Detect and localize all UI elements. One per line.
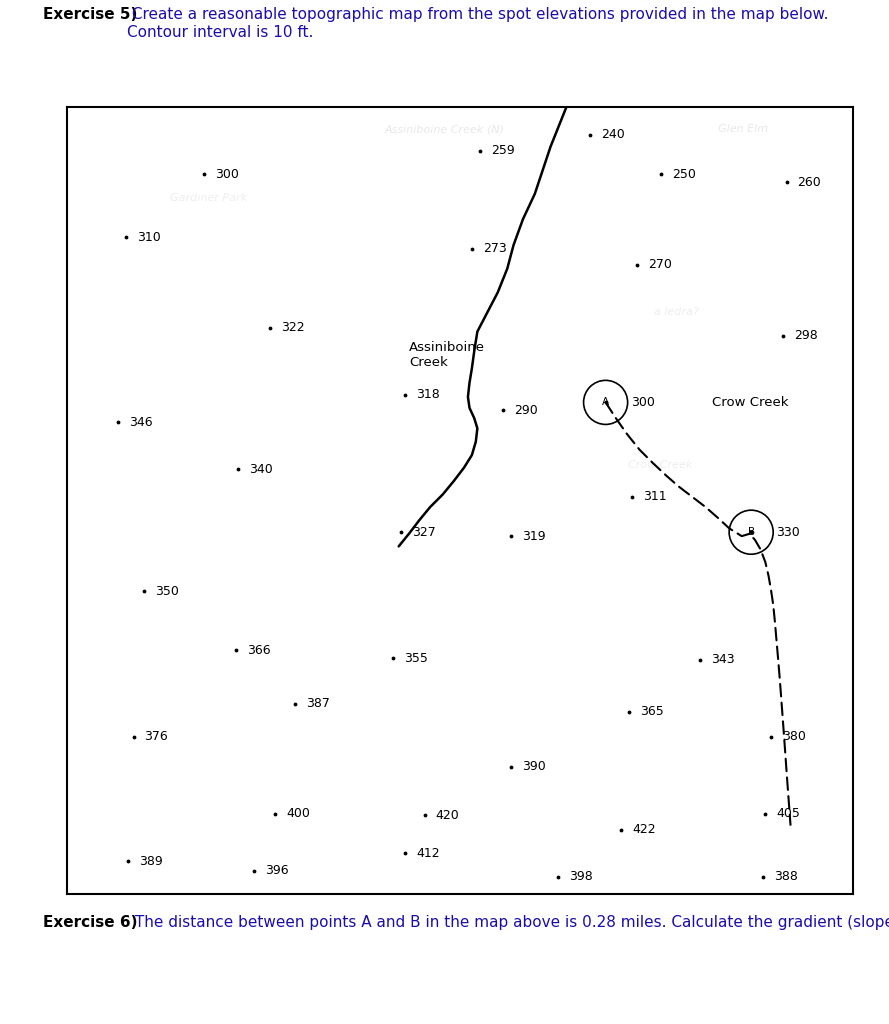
Text: 387: 387 xyxy=(306,697,330,711)
Text: 270: 270 xyxy=(648,258,672,271)
Text: Exercise 6): Exercise 6) xyxy=(43,915,137,930)
Text: 273: 273 xyxy=(483,243,507,255)
Text: 343: 343 xyxy=(711,653,734,667)
Text: 405: 405 xyxy=(776,807,800,820)
Text: 330: 330 xyxy=(776,525,800,539)
Text: 350: 350 xyxy=(155,585,179,598)
Text: 250: 250 xyxy=(672,168,695,180)
Text: 327: 327 xyxy=(412,525,436,539)
Text: 340: 340 xyxy=(249,463,273,476)
Text: 365: 365 xyxy=(640,706,664,718)
Text: Exercise 5): Exercise 5) xyxy=(43,7,137,23)
Text: 389: 389 xyxy=(139,855,163,867)
Text: The distance between points A and B in the map above is 0.28 miles. Calculate th: The distance between points A and B in t… xyxy=(130,915,889,930)
Text: 390: 390 xyxy=(522,760,546,773)
Text: Gardiner Park: Gardiner Park xyxy=(170,193,247,203)
Text: 420: 420 xyxy=(436,809,460,822)
Text: 346: 346 xyxy=(129,416,152,429)
Text: a ledra?: a ledra? xyxy=(654,307,699,316)
Text: 366: 366 xyxy=(247,644,270,656)
Text: Crow Creek: Crow Creek xyxy=(629,461,693,470)
Text: Create a reasonable topographic map from the spot elevations provided in the map: Create a reasonable topographic map from… xyxy=(127,7,829,40)
Text: 396: 396 xyxy=(265,864,289,877)
Text: 376: 376 xyxy=(145,730,168,743)
Text: 398: 398 xyxy=(570,870,593,884)
Text: 318: 318 xyxy=(416,388,440,401)
Text: B: B xyxy=(748,527,755,538)
Text: 412: 412 xyxy=(416,847,440,860)
Text: Glen Elm: Glen Elm xyxy=(718,124,768,134)
Text: 298: 298 xyxy=(794,329,817,342)
Text: 400: 400 xyxy=(286,807,310,820)
Text: 300: 300 xyxy=(215,168,239,180)
Text: 380: 380 xyxy=(781,730,805,743)
Text: 311: 311 xyxy=(643,490,666,504)
Text: 240: 240 xyxy=(601,128,625,141)
Text: 300: 300 xyxy=(631,396,654,409)
Text: 322: 322 xyxy=(281,322,304,334)
Text: Assiniboine Creek (N): Assiniboine Creek (N) xyxy=(384,124,504,134)
Text: 319: 319 xyxy=(522,529,546,543)
Text: 260: 260 xyxy=(797,175,821,188)
Text: 290: 290 xyxy=(515,403,538,417)
Text: A: A xyxy=(602,397,609,408)
Text: 259: 259 xyxy=(491,144,515,157)
Text: 310: 310 xyxy=(137,230,160,244)
Text: Assiniboine
Creek: Assiniboine Creek xyxy=(409,341,485,370)
Text: Crow Creek: Crow Creek xyxy=(712,396,789,409)
Text: 355: 355 xyxy=(404,651,428,665)
Text: 422: 422 xyxy=(632,823,656,837)
Text: 388: 388 xyxy=(774,870,797,884)
